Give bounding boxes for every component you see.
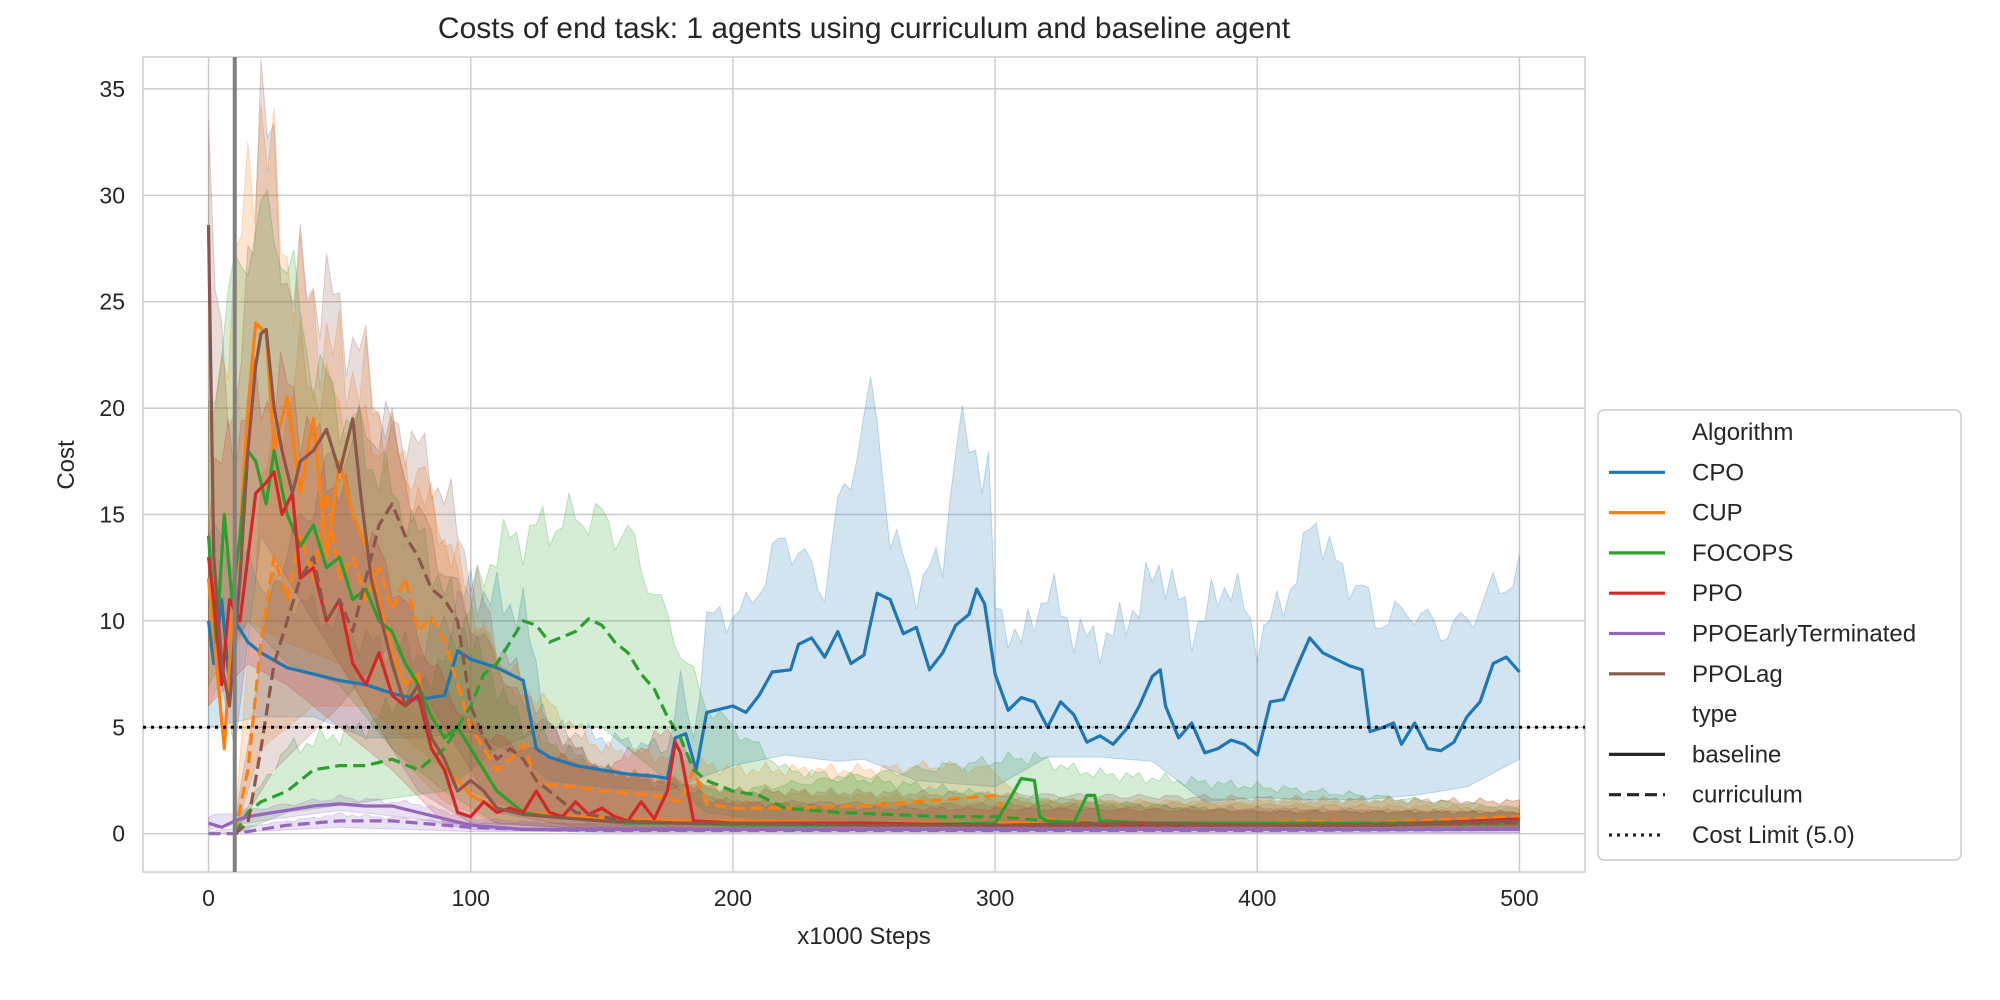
band-cpo-baseline xyxy=(208,376,1520,803)
legend-type-0-label: baseline xyxy=(1692,741,1781,768)
legend: Algorithm CPO CUP FOCOPS PPO PPOEarlyTerminat… xyxy=(1597,409,1962,861)
legend-ppo-label: PPO xyxy=(1692,580,1743,607)
reference-lines xyxy=(143,57,1585,872)
y-tick-label-15: 15 xyxy=(99,502,125,528)
legend-type-2-label: Cost Limit (5.0) xyxy=(1692,822,1855,849)
band-ppoearlyterminated-baseline xyxy=(208,794,1520,834)
chart-title: Costs of end task: 1 agents using curric… xyxy=(438,12,1291,45)
x-tick-label-400: 400 xyxy=(1238,885,1276,911)
y-tick-label-10: 10 xyxy=(99,608,125,634)
legend-focops-label: FOCOPS xyxy=(1692,540,1793,567)
legend-ppolag-label: PPOLag xyxy=(1692,661,1783,688)
y-tick-label-25: 25 xyxy=(99,289,125,315)
y-tick-label-20: 20 xyxy=(99,395,125,421)
series-lines xyxy=(206,225,1521,836)
y-axis-label: Cost xyxy=(53,440,80,490)
legend-header-type: type xyxy=(1692,701,1737,728)
x-tick-label-300: 300 xyxy=(976,885,1014,911)
x-tick-label-0: 0 xyxy=(202,885,215,911)
plot-area xyxy=(142,56,1586,873)
legend-ppoearlyterminated-label: PPOEarlyTerminated xyxy=(1692,621,1916,648)
line-ppoearlyterminated-curriculum xyxy=(208,819,1520,836)
legend-cpo-label: CPO xyxy=(1692,459,1744,486)
legend-box xyxy=(1597,409,1962,861)
x-tick-label-100: 100 xyxy=(452,885,490,911)
x-tick-label-500: 500 xyxy=(1500,885,1538,911)
legend-type-1-label: curriculum xyxy=(1692,782,1803,809)
line-cpo-baseline xyxy=(206,587,1521,780)
y-tick-label-35: 35 xyxy=(99,76,125,102)
x-tick-label-200: 200 xyxy=(714,885,752,911)
tick-labels: 0 100 200 300 400 500 0 5 10 15 20 25 30 35 xyxy=(99,76,1538,911)
y-tick-label-30: 30 xyxy=(99,182,125,208)
line-ppolag-curriculum xyxy=(233,502,1520,835)
y-tick-label-5: 5 xyxy=(112,714,125,740)
legend-header-algorithm: Algorithm xyxy=(1692,419,1793,446)
x-axis-label: x1000 Steps xyxy=(797,923,930,950)
legend-cup-label: CUP xyxy=(1692,500,1743,527)
line-ppo-baseline xyxy=(206,470,1520,827)
line-focops-curriculum xyxy=(233,617,1520,835)
y-tick-label-0: 0 xyxy=(112,821,125,847)
